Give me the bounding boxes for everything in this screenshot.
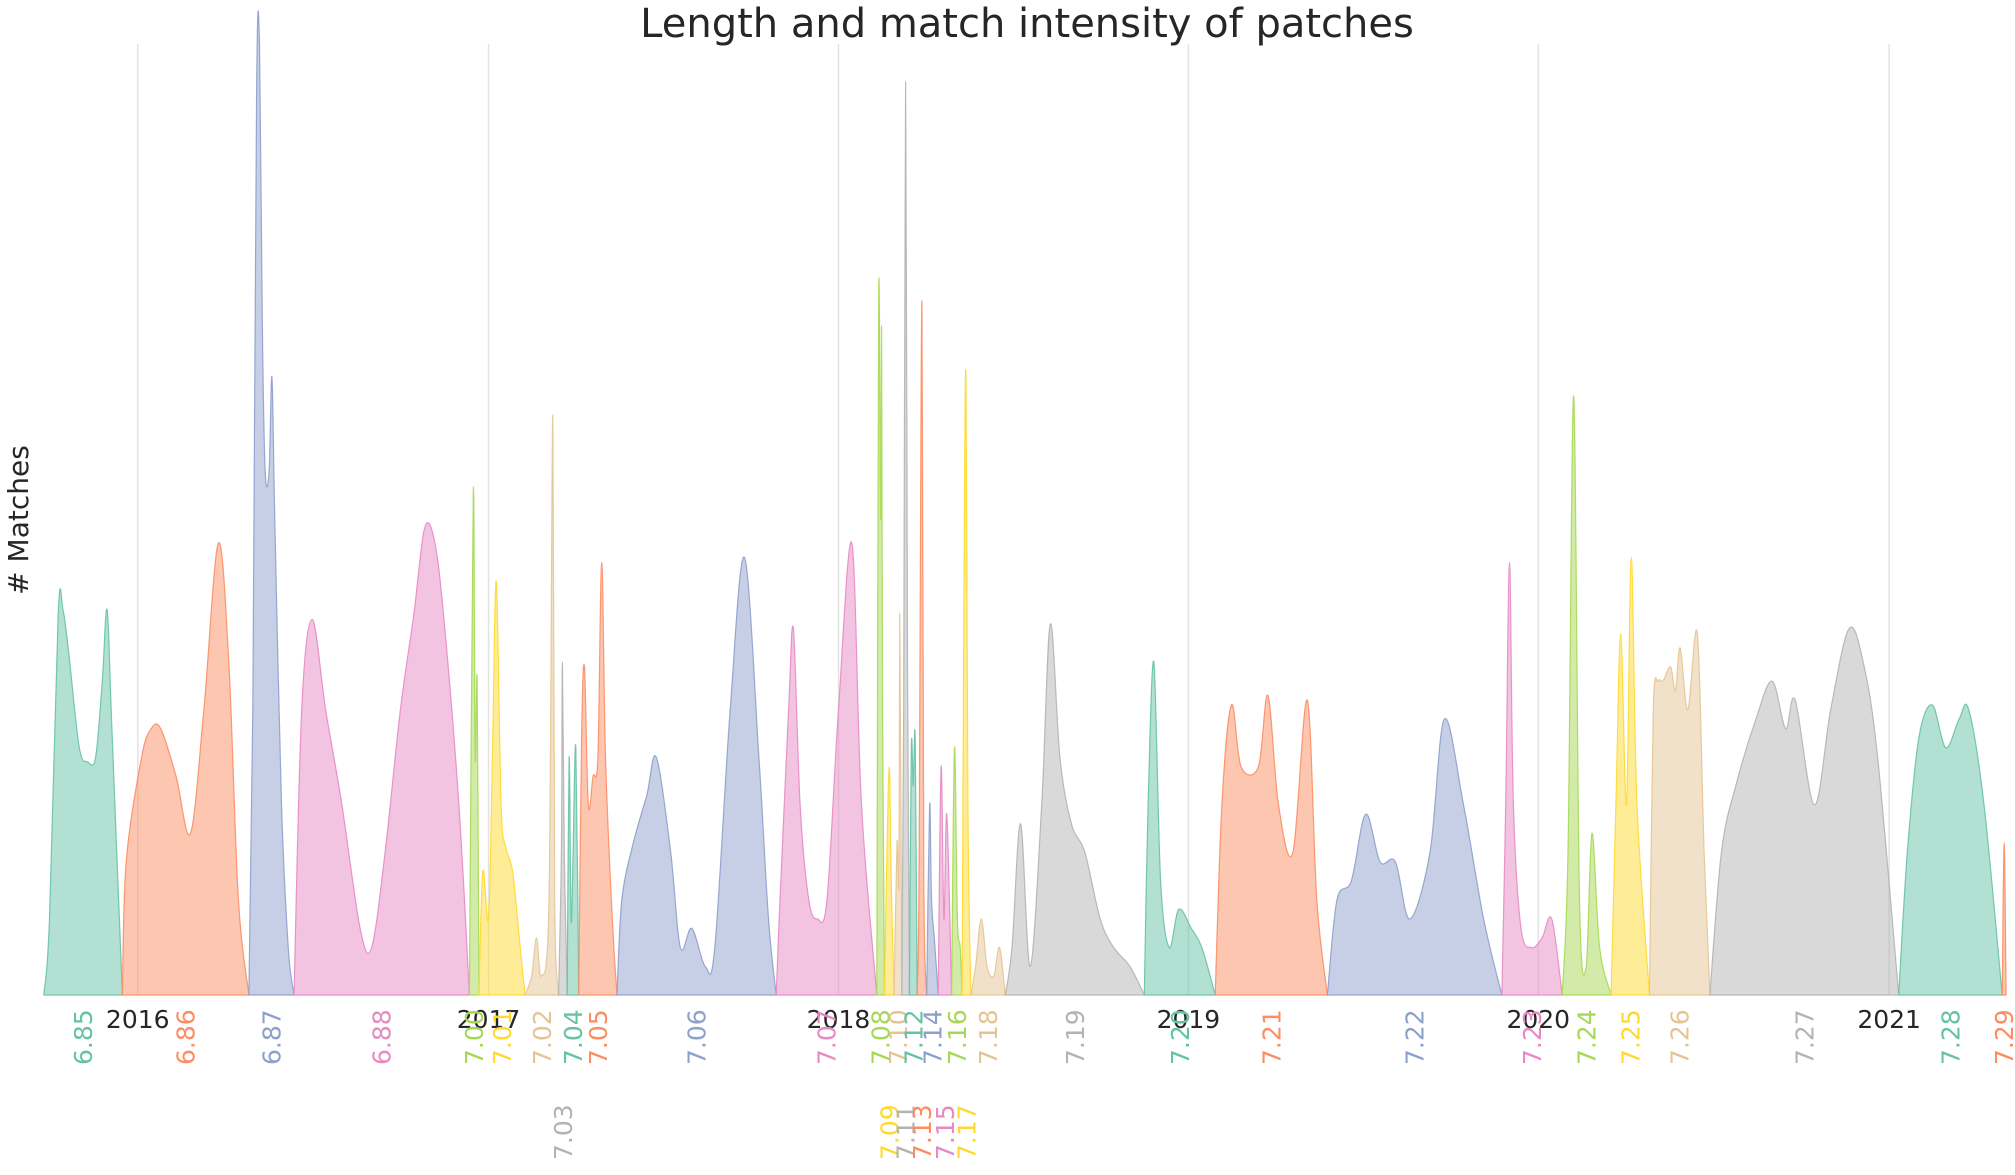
patch-7-23-area: [1501, 561, 1563, 996]
patch-7-08-area: [876, 277, 886, 996]
x-tick-2019: 2019: [1157, 1005, 1221, 1034]
patch-7-09-area: [883, 766, 895, 996]
patch-6-86-label: 6.86: [172, 1009, 201, 1065]
patch-7-13-area: [916, 300, 928, 996]
patch-7-28-label: 7.28: [1937, 1009, 1966, 1065]
patch-7-25-area: [1610, 556, 1651, 996]
patch-7-25-label: 7.25: [1616, 1009, 1645, 1065]
patch-7-26-label: 7.26: [1666, 1009, 1695, 1065]
patch-7-07-area: [775, 541, 878, 996]
patch-7-20-area: [1143, 660, 1216, 996]
x-tick-2020: 2020: [1506, 1005, 1570, 1034]
patch-6-85-area: [43, 588, 124, 996]
patch-7-15-label: 7.15: [931, 1104, 960, 1160]
patch-7-12-area: [908, 728, 918, 996]
patch-7-10-label: 7.10: [884, 1009, 913, 1065]
chart-title: Length and match intensity of patches: [640, 1, 1414, 47]
patch-7-02-label: 7.02: [528, 1009, 557, 1065]
patch-7-08-label: 7.08: [867, 1009, 896, 1065]
patch-labels: 6.85 6.86 6.87 6.88 7.007.01 7.02 7.03 7.047.05…: [69, 1009, 2015, 1160]
patch-7-21-label: 7.21: [1257, 1009, 1286, 1065]
patch-7-06-area: [616, 556, 777, 996]
patch-7-11-area: [901, 81, 911, 996]
patch-7-18-area: [970, 918, 1006, 996]
x-tick-2018: 2018: [807, 1005, 871, 1034]
patch-7-14-label: 7.14: [918, 1009, 947, 1065]
x-tick-2016: 2016: [106, 1005, 170, 1034]
patch-6-87-area: [248, 10, 295, 996]
patch-7-00-label: 7.00: [460, 1009, 489, 1065]
patch-7-16-area: [950, 746, 963, 996]
patch-6-88-label: 6.88: [368, 1009, 397, 1065]
patch-7-21-area: [1214, 694, 1329, 996]
patch-7-27-label: 7.27: [1790, 1009, 1819, 1065]
patch-6-87-label: 6.87: [258, 1009, 287, 1065]
patch-7-22-label: 7.22: [1401, 1009, 1430, 1065]
patch-7-19-label: 7.19: [1061, 1009, 1090, 1065]
patch-7-02-area: [524, 414, 560, 996]
patch-7-22-area: [1326, 718, 1503, 996]
patch-7-19-area: [1004, 623, 1146, 996]
x-tick-2021: 2021: [1857, 1005, 1921, 1034]
patch-7-09-label: 7.09: [875, 1104, 904, 1160]
patch-6-86-area: [121, 542, 250, 996]
patch-7-17-area: [961, 368, 972, 996]
patch-7-23-label: 7.23: [1518, 1009, 1547, 1065]
patch-6-88-area: [293, 522, 471, 996]
y-axis-label: # Matches: [2, 445, 35, 595]
patch-7-28-area: [1898, 703, 2003, 996]
patch-7-01-area: [478, 580, 526, 996]
patch-6-85-label: 6.85: [69, 1009, 98, 1065]
patch-7-11-label: 7.11: [892, 1104, 921, 1160]
patch-7-27-area: [1709, 626, 1900, 996]
x-tick-2017: 2017: [457, 1005, 521, 1034]
patch-7-15-area: [937, 765, 953, 996]
patch-7-18-label: 7.18: [974, 1009, 1003, 1065]
patch-7-16-label: 7.16: [943, 1009, 972, 1065]
patch-7-14-area: [926, 802, 939, 996]
patch-7-12-label: 7.12: [899, 1009, 928, 1065]
patch-7-24-area: [1561, 395, 1612, 996]
x-axis-ticks: 2016 2017 2018 2019 2020 2021: [106, 1005, 1921, 1034]
patch-7-17-label: 7.17: [953, 1104, 982, 1160]
patch-7-00-area: [468, 486, 480, 996]
patch-7-29-area: [2001, 842, 2007, 996]
patch-areas: [43, 10, 2007, 996]
patch-7-26-area: [1648, 629, 1711, 996]
patch-7-07-label: 7.07: [813, 1009, 842, 1065]
patch-7-29-label: 7.29: [1990, 1009, 2015, 1065]
patch-7-10-area: [893, 613, 903, 996]
patch-7-05-label: 7.05: [584, 1009, 613, 1065]
patch-7-01-label: 7.01: [488, 1009, 517, 1065]
patch-7-04-label: 7.04: [559, 1009, 588, 1065]
patch-7-03-label: 7.03: [549, 1104, 578, 1160]
patch-7-05-area: [578, 561, 618, 996]
patch-7-20-label: 7.20: [1166, 1009, 1195, 1065]
patch-7-03-area: [557, 661, 568, 996]
patch-7-24-label: 7.24: [1573, 1009, 1602, 1065]
patch-7-13-label: 7.13: [908, 1104, 937, 1160]
patch-7-04-area: [566, 744, 580, 996]
patch-7-06-label: 7.06: [683, 1009, 712, 1065]
